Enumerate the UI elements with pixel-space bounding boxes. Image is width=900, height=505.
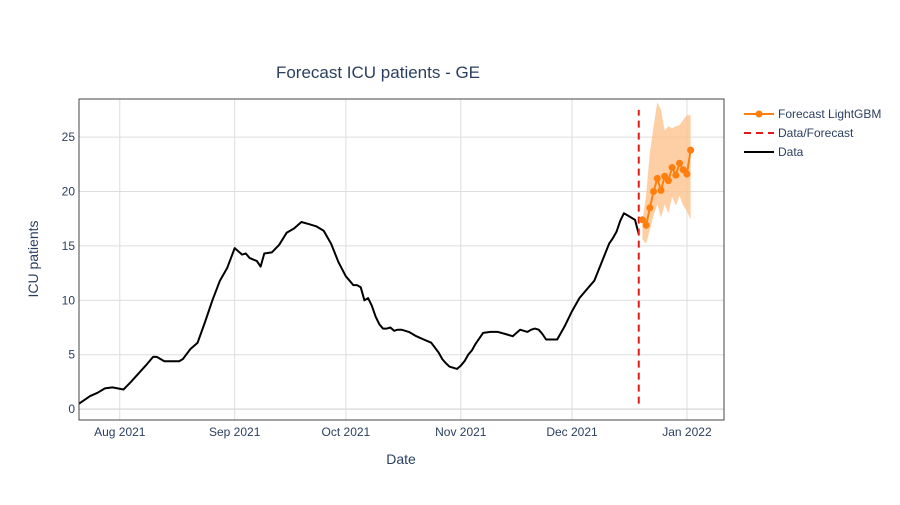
forecast-point [664,177,672,185]
forecast-point [653,174,661,182]
forecast-point [676,159,684,167]
y-axis-label: ICU patients [25,220,41,297]
forecast-point [646,204,654,212]
legend-item-forecast[interactable]: Forecast LightGBM [744,107,881,121]
y-tick-label: 25 [62,130,76,144]
forecast-point [642,221,650,229]
forecast-point [657,186,665,194]
y-tick-labels: 0 5 10 15 20 25 [62,130,76,416]
legend-marker-forecast [755,110,763,118]
forecast-point [672,171,680,179]
x-tick-label: Nov 2021 [435,425,487,439]
y-tick-label: 15 [62,239,76,253]
series-layer [78,109,695,405]
x-tick-label: Oct 2021 [322,425,371,439]
forecast-uncertainty-band [642,102,691,244]
x-tick-label: Aug 2021 [94,425,146,439]
legend-item-data[interactable]: Data [744,145,804,159]
x-tick-label: Sep 2021 [209,425,261,439]
x-tick-labels: Aug 2021 Sep 2021 Oct 2021 Nov 2021 Dec 2021… [94,425,712,439]
legend-label-forecast: Forecast LightGBM [778,107,881,121]
forecast-point [687,146,695,154]
band-layer [642,102,691,244]
data-series-line [78,212,640,405]
y-tick-label: 5 [68,348,75,362]
legend: Forecast LightGBM Data/Forecast Data [744,107,881,159]
chart-title: Forecast ICU patients - GE [276,63,480,82]
legend-label-divider: Data/Forecast [778,126,854,140]
forecast-point [638,216,646,224]
forecast-point [683,170,691,178]
x-tick-label: Dec 2021 [546,425,598,439]
legend-item-divider[interactable]: Data/Forecast [744,126,854,140]
forecast-point [668,164,676,172]
plot-frame [78,98,725,421]
y-tick-label: 0 [68,402,75,416]
x-tick-label: Jan 2022 [662,425,712,439]
y-tick-label: 20 [62,184,76,198]
legend-label-data: Data [778,145,804,159]
x-axis-label: Date [386,451,416,467]
y-tick-label: 10 [62,293,76,307]
forecast-point [650,187,658,195]
